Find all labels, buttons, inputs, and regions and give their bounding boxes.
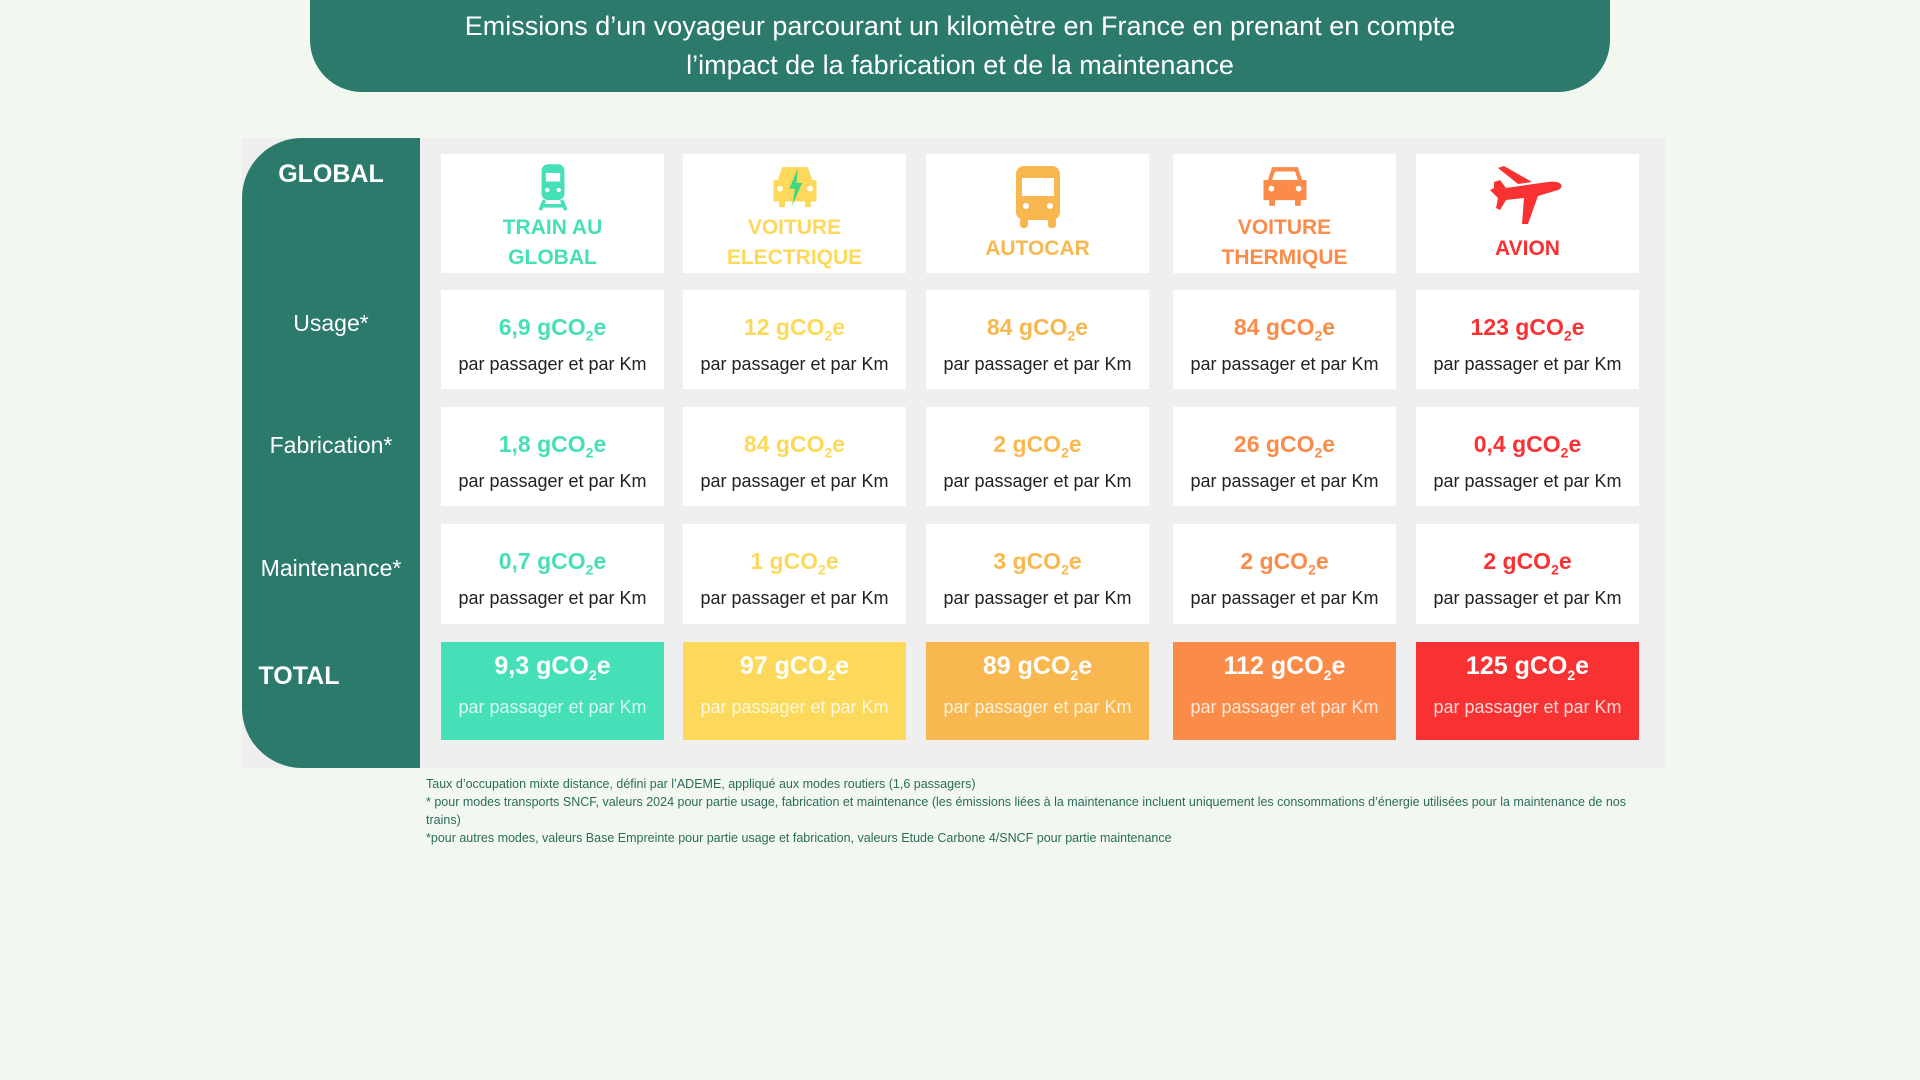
row-label-usage: Usage* bbox=[293, 310, 369, 336]
mode-name: TRAIN AU GLOBAL bbox=[502, 216, 603, 269]
unit-label: par passager et par Km bbox=[943, 353, 1132, 374]
emission-value: 97 gCO2e bbox=[739, 652, 850, 683]
total-cell-voiture-thermique: 112 gCO2e par passager et par Km bbox=[1173, 642, 1396, 740]
row-header-column bbox=[242, 138, 420, 768]
unit-label: par passager et par Km bbox=[1190, 697, 1379, 717]
emission-value: 0,4 gCO2e bbox=[1473, 431, 1582, 461]
emission-value: 26 gCO2e bbox=[1233, 431, 1336, 461]
emission-value: 3 gCO2e bbox=[993, 548, 1082, 578]
unit-label: par passager et par Km bbox=[700, 587, 889, 608]
title-line-1: Emissions d’un voyageur parcourant un ki… bbox=[464, 11, 1456, 41]
fabrication-cell-train-au-global: 1,8 gCO2e par passager et par Km bbox=[441, 407, 664, 506]
mode-name: AUTOCAR bbox=[985, 237, 1090, 260]
usage-cell-avion: 123 gCO2e par passager et par Km bbox=[1416, 290, 1639, 389]
unit-label: par passager et par Km bbox=[458, 697, 647, 717]
unit-label: par passager et par Km bbox=[943, 470, 1132, 491]
mode-header-train-au-global: TRAIN AU GLOBAL bbox=[441, 154, 664, 273]
unit-label: par passager et par Km bbox=[1190, 587, 1379, 608]
unit-label: par passager et par Km bbox=[1433, 697, 1622, 717]
emission-value: 84 gCO2e bbox=[1233, 314, 1336, 344]
unit-label: par passager et par Km bbox=[1190, 353, 1379, 374]
total-cell-train-au-global: 9,3 gCO2e par passager et par Km bbox=[441, 642, 664, 740]
row-label-global: GLOBAL bbox=[278, 160, 384, 188]
maintenance-cell-autocar: 3 gCO2e par passager et par Km bbox=[926, 524, 1149, 624]
unit-label: par passager et par Km bbox=[1433, 470, 1622, 491]
emission-value: 112 gCO2e bbox=[1223, 652, 1346, 683]
emission-value: 89 gCO2e bbox=[982, 652, 1093, 683]
emission-value: 2 gCO2e bbox=[1240, 548, 1329, 578]
emission-value: 125 gCO2e bbox=[1465, 652, 1590, 683]
title-banner: Emissions d’un voyageur parcourant un ki… bbox=[310, 0, 1610, 92]
emission-value: 1 gCO2e bbox=[750, 548, 839, 578]
usage-cell-voiture-electrique: 12 gCO2e par passager et par Km bbox=[683, 290, 906, 389]
fabrication-cell-autocar: 2 gCO2e par passager et par Km bbox=[926, 407, 1149, 506]
unit-label: par passager et par Km bbox=[458, 587, 647, 608]
unit-label: par passager et par Km bbox=[458, 470, 647, 491]
emission-value: 0,7 gCO2e bbox=[498, 548, 607, 578]
fabrication-cell-voiture-thermique: 26 gCO2e par passager et par Km bbox=[1173, 407, 1396, 506]
mode-name: VOITURE THERMIQUE bbox=[1221, 216, 1348, 269]
footnote: *pour autres modes, valeurs Base Emprein… bbox=[426, 831, 1172, 845]
emission-value: 1,8 gCO2e bbox=[498, 431, 607, 461]
mode-header-voiture-electrique: VOITURE ELECTRIQUE bbox=[683, 154, 906, 273]
emission-value: 84 gCO2e bbox=[986, 314, 1089, 344]
usage-cell-autocar: 84 gCO2e par passager et par Km bbox=[926, 290, 1149, 389]
footnote: Taux d’occupation mixte distance, défini… bbox=[426, 777, 976, 791]
total-cell-avion: 125 gCO2e par passager et par Km bbox=[1416, 642, 1639, 740]
unit-label: par passager et par Km bbox=[458, 353, 647, 374]
car-icon bbox=[1263, 167, 1306, 206]
maintenance-cell-voiture-thermique: 2 gCO2e par passager et par Km bbox=[1173, 524, 1396, 624]
emission-value: 2 gCO2e bbox=[1483, 548, 1572, 578]
unit-label: par passager et par Km bbox=[700, 697, 889, 717]
mode-header-avion: AVION bbox=[1416, 154, 1639, 273]
unit-label: par passager et par Km bbox=[943, 697, 1132, 717]
row-label-fabrication: Fabrication* bbox=[269, 432, 393, 458]
maintenance-cell-train-au-global: 0,7 gCO2e par passager et par Km bbox=[441, 524, 664, 624]
total-cell-autocar: 89 gCO2e par passager et par Km bbox=[926, 642, 1149, 740]
mode-header-autocar: AUTOCAR bbox=[926, 154, 1149, 273]
bus-icon bbox=[1015, 166, 1060, 228]
mode-name: VOITURE ELECTRIQUE bbox=[726, 216, 863, 269]
mode-name: AVION bbox=[1495, 237, 1560, 260]
usage-cell-voiture-thermique: 84 gCO2e par passager et par Km bbox=[1173, 290, 1396, 389]
emission-value: 12 gCO2e bbox=[743, 314, 846, 344]
unit-label: par passager et par Km bbox=[1433, 353, 1622, 374]
unit-label: par passager et par Km bbox=[943, 587, 1132, 608]
emission-value: 84 gCO2e bbox=[743, 431, 846, 461]
maintenance-cell-avion: 2 gCO2e par passager et par Km bbox=[1416, 524, 1639, 624]
unit-label: par passager et par Km bbox=[700, 353, 889, 374]
footnote: * pour modes transports SNCF, valeurs 20… bbox=[426, 795, 1626, 827]
train-icon bbox=[537, 164, 568, 211]
fabrication-cell-voiture-electrique: 84 gCO2e par passager et par Km bbox=[683, 407, 906, 506]
emission-value: 6,9 gCO2e bbox=[498, 314, 607, 344]
maintenance-cell-voiture-electrique: 1 gCO2e par passager et par Km bbox=[683, 524, 906, 624]
unit-label: par passager et par Km bbox=[700, 470, 889, 491]
row-label-total: TOTAL bbox=[258, 662, 340, 690]
mode-header-voiture-thermique: VOITURE THERMIQUE bbox=[1173, 154, 1396, 273]
row-label-maintenance: Maintenance* bbox=[260, 555, 402, 581]
unit-label: par passager et par Km bbox=[1190, 470, 1379, 491]
emission-value: 9,3 gCO2e bbox=[494, 652, 611, 683]
unit-label: par passager et par Km bbox=[1433, 587, 1622, 608]
footnotes: Taux d’occupation mixte distance, défini… bbox=[426, 775, 1656, 847]
fabrication-cell-avion: 0,4 gCO2e par passager et par Km bbox=[1416, 407, 1639, 506]
electric-car-icon bbox=[773, 167, 816, 208]
usage-cell-train-au-global: 6,9 gCO2e par passager et par Km bbox=[441, 290, 664, 389]
title-line-2: l’impact de la fabrication et de la main… bbox=[686, 50, 1234, 80]
emission-value: 123 gCO2e bbox=[1470, 314, 1585, 344]
total-cell-voiture-electrique: 97 gCO2e par passager et par Km bbox=[683, 642, 906, 740]
plane-icon bbox=[1489, 166, 1562, 224]
emission-value: 2 gCO2e bbox=[993, 431, 1082, 461]
